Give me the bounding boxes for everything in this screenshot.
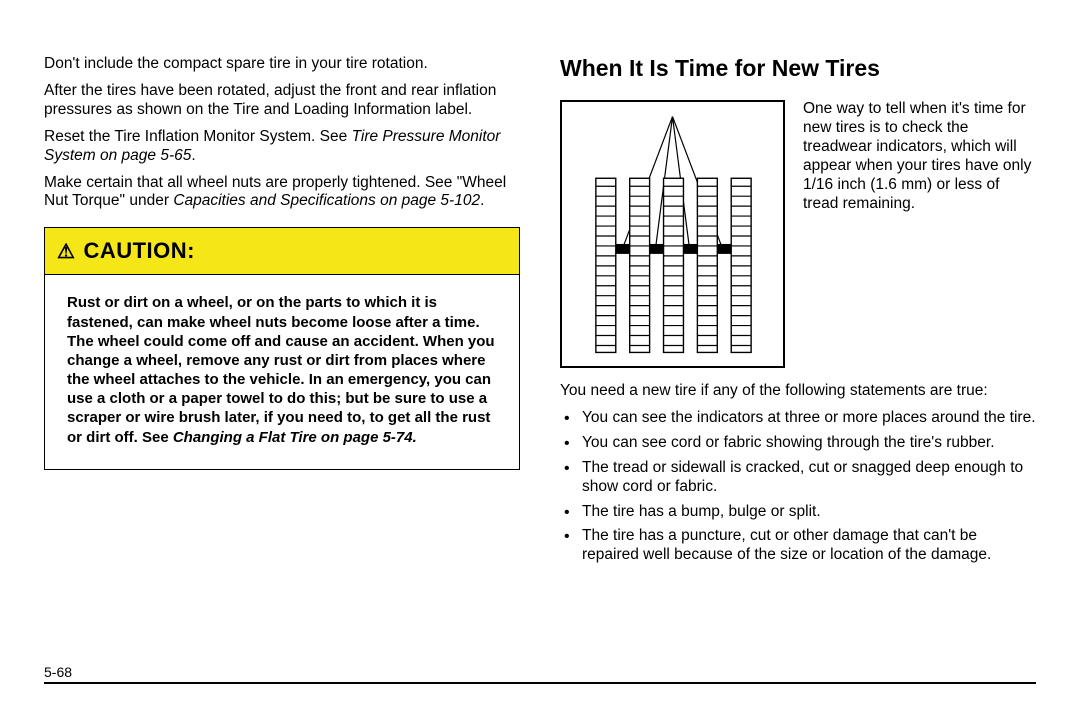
para-reset: Reset the Tire Inflation Monitor System.… xyxy=(44,128,520,166)
caution-box: ⚠ CAUTION: Rust or dirt on a wheel, or o… xyxy=(44,227,520,470)
figure-side-text: One way to tell when it's time for new t… xyxy=(803,100,1036,213)
right-column: When It Is Time for New Tires xyxy=(560,55,1036,571)
bullet-item: The tire has a puncture, cut or other da… xyxy=(582,527,1036,565)
para-wheelnuts: Make certain that all wheel nuts are pro… xyxy=(44,174,520,212)
para-wheelnuts-b: . xyxy=(480,192,484,209)
footer-rule xyxy=(44,682,1036,684)
caution-body: Rust or dirt on a wheel, or on the parts… xyxy=(45,275,519,469)
section-heading: When It Is Time for New Tires xyxy=(560,55,1036,82)
para-rotated: After the tires have been rotated, adjus… xyxy=(44,82,520,120)
bullets-list: You can see the indicators at three or m… xyxy=(560,409,1036,565)
caution-header: ⚠ CAUTION: xyxy=(45,228,519,275)
left-column: Don't include the compact spare tire in … xyxy=(44,55,520,571)
tire-tread-illustration xyxy=(560,100,785,368)
page-columns: Don't include the compact spare tire in … xyxy=(44,55,1036,571)
figure-row: One way to tell when it's time for new t… xyxy=(560,100,1036,368)
bullet-item: The tire has a bump, bulge or split. xyxy=(582,503,1036,522)
warning-icon: ⚠ xyxy=(57,239,75,264)
bullet-item: You can see the indicators at three or m… xyxy=(582,409,1036,428)
caution-label: CAUTION: xyxy=(83,238,195,264)
para-wheelnuts-ref: Capacities and Specifications on page 5-… xyxy=(173,192,480,209)
para-spare: Don't include the compact spare tire in … xyxy=(44,55,520,74)
para-reset-a: Reset the Tire Inflation Monitor System.… xyxy=(44,128,352,145)
page-number: 5-68 xyxy=(44,664,72,680)
bullets-intro: You need a new tire if any of the follow… xyxy=(560,382,1036,401)
bullet-item: You can see cord or fabric showing throu… xyxy=(582,434,1036,453)
para-reset-b: . xyxy=(191,147,195,164)
bullet-item: The tread or sidewall is cracked, cut or… xyxy=(582,459,1036,497)
caution-body-text: Rust or dirt on a wheel, or on the parts… xyxy=(67,294,495,445)
caution-body-ref: Changing a Flat Tire on page 5-74. xyxy=(173,429,417,446)
tire-tread-svg xyxy=(568,108,777,360)
